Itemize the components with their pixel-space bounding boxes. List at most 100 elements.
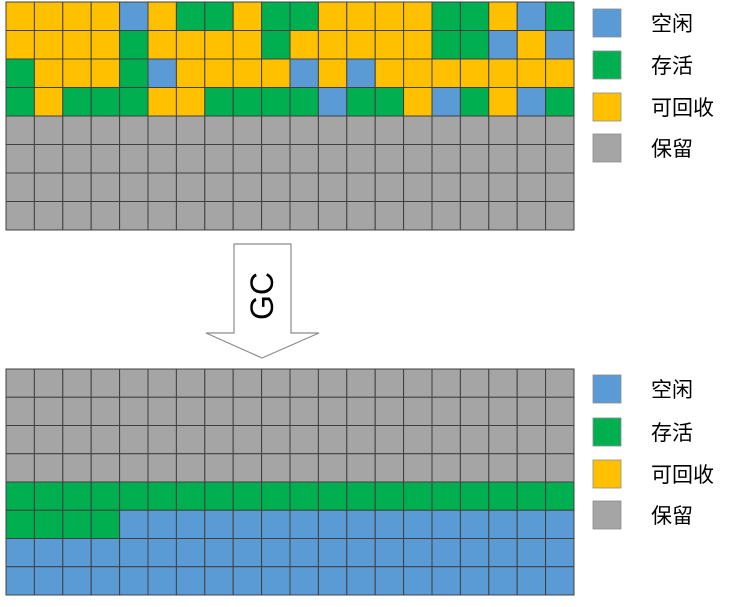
cell-reclaimable xyxy=(175,87,206,117)
cell-live xyxy=(317,481,348,511)
cell-live xyxy=(516,481,547,511)
cell-reclaimable xyxy=(346,1,376,31)
cell-free xyxy=(175,538,206,568)
cell-reserved xyxy=(289,115,319,145)
cell-reclaimable xyxy=(374,30,405,60)
cell-reclaimable xyxy=(147,30,177,60)
cell-reserved xyxy=(516,144,547,174)
cell-reclaimable xyxy=(403,1,433,31)
cell-reserved xyxy=(317,144,348,174)
cell-live xyxy=(90,509,121,539)
cell-reserved xyxy=(374,368,405,398)
cell-live xyxy=(33,481,64,511)
cell-free xyxy=(204,566,234,596)
cell-reserved xyxy=(261,453,291,483)
cell-reclaimable xyxy=(90,1,121,31)
cell-reserved xyxy=(147,396,177,426)
cell-free xyxy=(90,566,121,596)
cell-reserved xyxy=(317,115,348,145)
cell-reserved xyxy=(516,368,547,398)
cell-reserved xyxy=(5,453,35,483)
cell-reserved xyxy=(261,201,291,231)
cell-reserved xyxy=(431,172,461,202)
cell-reserved xyxy=(488,144,518,174)
cell-live xyxy=(431,30,461,60)
cell-live xyxy=(204,481,234,511)
cell-reserved xyxy=(545,425,575,455)
cell-reserved xyxy=(175,368,206,398)
cell-reserved xyxy=(90,172,121,202)
cell-reserved xyxy=(545,368,575,398)
cell-reserved xyxy=(545,396,575,426)
cell-reclaimable xyxy=(374,1,405,31)
cell-reserved xyxy=(374,144,405,174)
cell-reserved xyxy=(289,396,319,426)
cell-reserved xyxy=(488,115,518,145)
cell-reclaimable xyxy=(33,1,64,31)
cell-free xyxy=(147,509,177,539)
cell-live xyxy=(119,87,149,117)
cell-reserved xyxy=(431,453,461,483)
cell-reserved xyxy=(119,201,149,231)
cell-reserved xyxy=(459,144,490,174)
cell-reserved xyxy=(232,396,263,426)
cell-reserved xyxy=(488,425,518,455)
legend-label-live: 存活 xyxy=(651,54,693,78)
cell-live xyxy=(5,58,35,88)
cell-reserved xyxy=(516,115,547,145)
cell-reclaimable xyxy=(317,58,348,88)
cell-reclaimable xyxy=(516,30,547,60)
legend-before: 空闲 存活 可回收 保留 xyxy=(592,8,714,163)
cell-reserved xyxy=(33,201,64,231)
cell-reserved xyxy=(33,425,64,455)
cell-live xyxy=(62,87,92,117)
cell-free xyxy=(374,566,405,596)
cell-reserved xyxy=(175,115,206,145)
cell-reserved xyxy=(147,201,177,231)
cell-live xyxy=(90,87,121,117)
cell-free xyxy=(119,509,149,539)
cell-free xyxy=(516,509,547,539)
cell-reserved xyxy=(261,172,291,202)
legend-label-reclaimable: 可回收 xyxy=(651,463,714,487)
cell-reserved xyxy=(62,115,92,145)
cell-reserved xyxy=(147,368,177,398)
cell-free xyxy=(62,538,92,568)
cell-reserved xyxy=(175,425,206,455)
cell-reserved xyxy=(232,172,263,202)
cell-reclaimable xyxy=(403,30,433,60)
cell-reserved xyxy=(346,368,376,398)
cell-reserved xyxy=(261,115,291,145)
cell-free xyxy=(545,566,575,596)
cell-reserved xyxy=(147,425,177,455)
cell-reclaimable xyxy=(317,1,348,31)
cell-reserved xyxy=(289,425,319,455)
cell-free xyxy=(545,538,575,568)
cell-reserved xyxy=(175,144,206,174)
cell-live xyxy=(289,1,319,31)
cell-reclaimable xyxy=(516,58,547,88)
cell-reserved xyxy=(403,201,433,231)
cell-free xyxy=(545,30,575,60)
cell-reserved xyxy=(459,201,490,231)
cell-reserved xyxy=(204,396,234,426)
cell-live xyxy=(261,481,291,511)
cell-free xyxy=(516,87,547,117)
cell-reserved xyxy=(545,115,575,145)
cell-reserved xyxy=(346,453,376,483)
legend-swatch-free xyxy=(592,8,622,38)
cell-reserved xyxy=(545,201,575,231)
cell-live xyxy=(488,481,518,511)
cell-reserved xyxy=(431,115,461,145)
heap-grid-before-gc xyxy=(5,1,575,231)
cell-live xyxy=(459,87,490,117)
cell-reclaimable xyxy=(33,87,64,117)
cell-free xyxy=(175,566,206,596)
cell-free xyxy=(33,566,64,596)
legend-swatch-free xyxy=(592,374,622,404)
cell-free xyxy=(289,58,319,88)
cell-live xyxy=(459,1,490,31)
cell-reserved xyxy=(119,144,149,174)
cell-free xyxy=(204,538,234,568)
cell-reserved xyxy=(62,368,92,398)
